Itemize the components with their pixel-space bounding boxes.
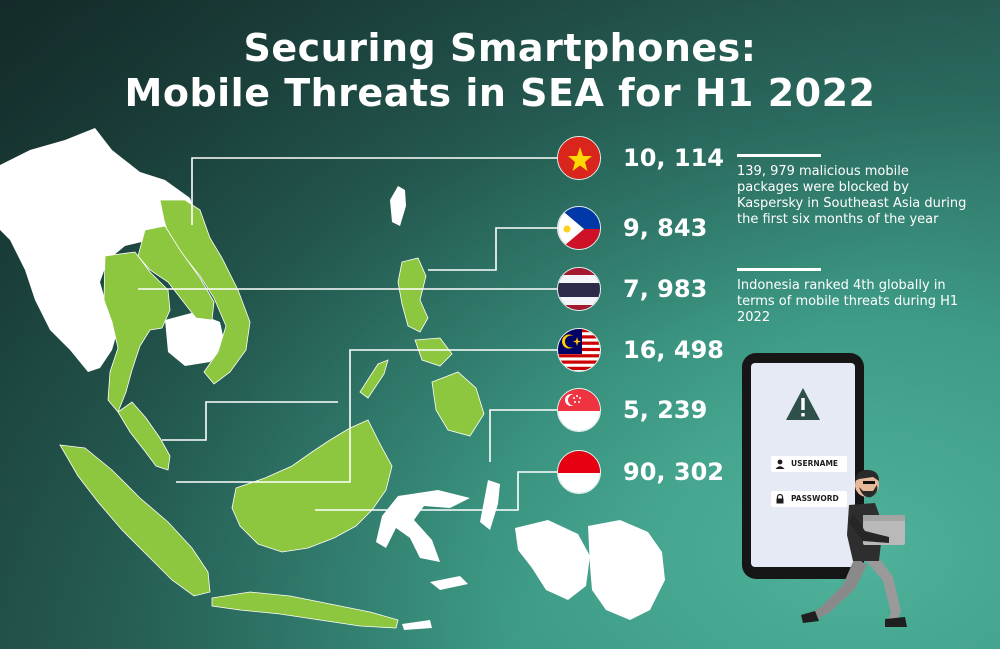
thailand-south-connector-line [162,401,338,441]
east-timor-land [430,576,468,590]
page-title: Securing Smartphones: Mobile Threats in … [0,26,1000,116]
sumatra-land [59,444,211,597]
username-label: USERNAME [791,459,839,468]
malaysia-stat: 16, 498 [623,336,724,364]
singapore-connector-line [489,409,557,462]
laos-land [137,225,215,321]
thailand-flag [557,267,601,311]
maluku-land [480,480,500,530]
smartphone-illustration: USERNAME PASSWORD [742,353,864,579]
lock-icon [776,494,784,504]
philippines-stat: 9, 843 [623,214,708,242]
philippines-connector-line [428,227,557,271]
title-line-1: Securing Smartphones: [243,26,757,70]
indonesia-rank-note: Indonesia ranked 4th globally in terms o… [737,278,959,325]
note-divider [737,154,821,157]
blocked-packages-note: 139, 979 malicious mobile packages were … [737,164,967,227]
malaysia-peninsula-land [117,401,171,471]
papua-land [515,520,590,600]
singapore-stat: 5, 239 [623,396,708,424]
malaysia-connector-line [176,349,557,483]
philippines-luzon-land [397,257,429,333]
vietnam-flag [557,136,601,180]
username-field: USERNAME [771,456,847,472]
borneo-land [231,419,393,553]
taiwan-land [390,186,406,226]
title-line-2: Mobile Threats in SEA for H1 2022 [124,71,876,115]
lesser-sunda-land [402,620,432,630]
phone-screen: USERNAME PASSWORD [751,363,855,567]
thief-illustration [801,469,907,627]
philippines-flag [557,206,601,250]
indonesia-stat: 90, 302 [623,458,724,486]
indonesia-connector-line [315,471,557,511]
philippines-mindanao-land [431,371,485,437]
philippines-visayas-land [414,337,453,367]
papua-new-guinea-land [588,520,665,620]
password-field: PASSWORD [771,491,847,507]
java-land [211,591,399,629]
thailand-land [103,251,171,413]
sulawesi-land [376,490,470,562]
vietnam-connector-line [191,157,557,225]
palawan-land [359,359,389,399]
cambodia-land [165,312,225,366]
indonesia-flag [557,450,601,494]
warning-icon [786,388,820,420]
thailand-stat: 7, 983 [623,275,708,303]
user-icon [775,459,785,469]
vietnam-stat: 10, 114 [623,144,724,172]
mainland-asia-land [0,128,200,372]
password-label: PASSWORD [791,494,839,503]
singapore-flag [557,388,601,432]
malaysia-flag [557,328,601,372]
note-divider [737,268,821,271]
